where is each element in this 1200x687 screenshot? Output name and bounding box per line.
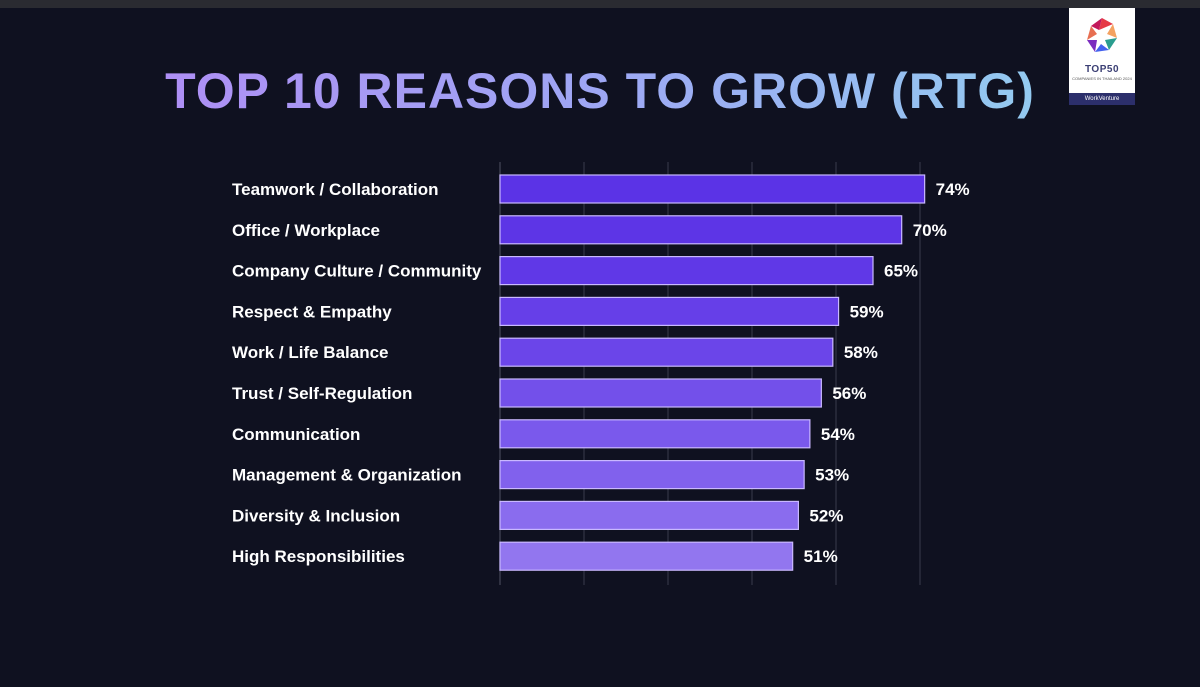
category-label: Respect & Empathy [232,302,392,321]
logo-title: TOP50 [1085,64,1119,75]
bar [499,419,811,449]
labels: Teamwork / Collaboration 74% Office / Work… [232,180,970,566]
value-label: 52% [809,506,843,525]
logo-subtitle: COMPANIES IN THAILAND 2024 [1072,76,1132,81]
value-label: 74% [936,180,970,199]
bar [499,378,822,408]
value-label: 58% [844,343,878,362]
category-label: Office / Workplace [232,221,380,240]
bar [499,256,874,286]
value-label: 65% [884,262,918,281]
bars [499,174,926,571]
bar [499,337,834,367]
bar [499,174,926,204]
category-label: Trust / Self-Regulation [232,384,412,403]
category-label: Company Culture / Community [232,262,482,281]
bar [499,460,805,490]
top50-logo: TOP50 COMPANIES IN THAILAND 2024 WorkVen… [1069,8,1135,105]
bar [499,296,840,326]
value-label: 70% [913,221,947,240]
category-label: Work / Life Balance [232,343,389,362]
chart-title: TOP 10 REASONS TO GROW (RTG) [0,62,1200,120]
value-label: 54% [821,425,855,444]
value-label: 59% [850,302,884,321]
top-strip [0,0,1200,8]
logo-brand: WorkVenture [1069,93,1135,105]
value-label: 56% [832,384,866,403]
top50-emblem-icon [1087,18,1117,52]
bar [499,500,800,530]
value-label: 51% [804,547,838,566]
category-label: Management & Organization [232,466,462,485]
category-label: Communication [232,425,360,444]
category-label: Teamwork / Collaboration [232,180,439,199]
bar [499,215,903,245]
category-label: Diversity & Inclusion [232,506,400,525]
bar [499,541,794,571]
value-label: 53% [815,466,849,485]
category-label: High Responsibilities [232,547,405,566]
